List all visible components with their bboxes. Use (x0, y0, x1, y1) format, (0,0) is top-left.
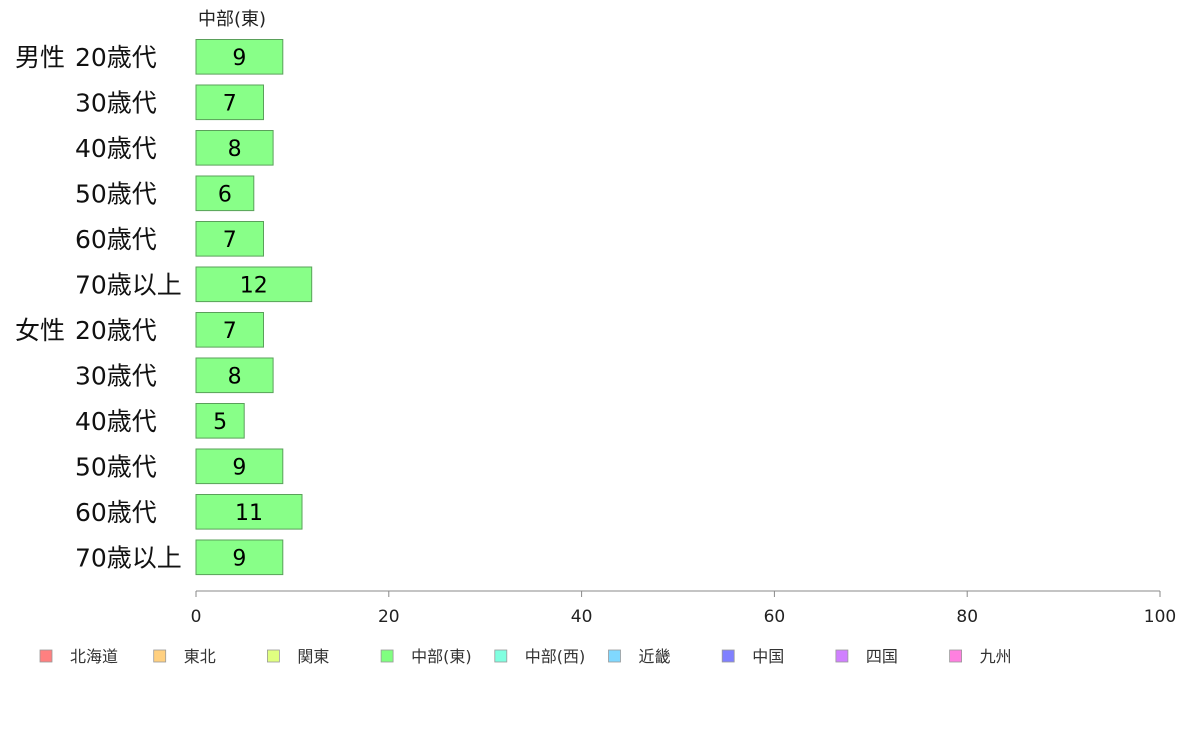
legend-swatch (266, 649, 280, 663)
bar (195, 39, 284, 75)
bar (195, 175, 255, 212)
legend-swatch (153, 649, 167, 663)
category-label: 60歳代 (75, 225, 157, 254)
bar-value-label: 7 (223, 319, 237, 344)
group-label: 男性 (15, 43, 65, 72)
x-tick-label: 80 (956, 607, 978, 627)
bar (195, 539, 284, 576)
bar-value-label: 5 (213, 410, 227, 435)
bar (195, 448, 284, 485)
bar-value-label: 6 (218, 182, 232, 207)
bar-value-label: 11 (235, 501, 263, 526)
legend-label: 中部(東) (411, 647, 472, 666)
legend-label: 近畿 (639, 647, 671, 666)
x-tick-label: 0 (191, 607, 202, 627)
legend-swatch (721, 649, 735, 663)
legend-label: 関東 (297, 647, 329, 666)
legend-label: 東北 (184, 647, 216, 666)
group-label: 女性 (15, 316, 65, 345)
bar (195, 130, 274, 166)
x-tick-label: 60 (764, 607, 786, 627)
category-label: 50歳代 (75, 179, 157, 208)
legend-swatch (39, 649, 53, 663)
legend-swatch (380, 649, 394, 663)
legend-swatch (835, 649, 849, 663)
x-tick-label: 40 (571, 607, 593, 627)
bar (195, 84, 264, 121)
category-label: 20歳代 (75, 43, 157, 72)
legend-label: 中部(西) (525, 647, 586, 666)
bar-value-label: 9 (232, 546, 246, 571)
legend-swatch (949, 649, 962, 663)
series-title: 中部(東) (198, 9, 266, 30)
category-label: 50歳代 (75, 452, 157, 481)
legend-label: 北海道 (70, 647, 118, 666)
bar-value-label: 7 (223, 91, 237, 116)
bar (195, 312, 264, 348)
bar-value-label: 8 (228, 364, 242, 389)
bar (195, 357, 274, 394)
category-label: 40歳代 (75, 407, 157, 436)
bar-value-label: 12 (240, 273, 268, 298)
category-label: 40歳代 (75, 134, 157, 163)
bar-value-label: 8 (228, 137, 242, 162)
bar (195, 403, 245, 439)
bar (195, 494, 303, 530)
legend-label: 中国 (752, 647, 784, 666)
category-label: 30歳代 (75, 361, 157, 390)
legend-swatch (494, 649, 508, 663)
category-label: 60歳代 (75, 498, 157, 527)
category-label: 70歳以上 (75, 543, 182, 572)
category-label: 70歳以上 (75, 270, 182, 299)
legend-swatch (608, 649, 621, 663)
bar-value-label: 9 (232, 46, 246, 71)
bar-value-label: 9 (232, 455, 246, 480)
category-label: 20歳代 (75, 316, 157, 345)
category-label: 30歳代 (75, 88, 157, 117)
bar-value-label: 7 (223, 228, 237, 253)
legend-label: 九州 (980, 647, 1012, 666)
x-tick-label: 20 (378, 607, 400, 627)
legend-label: 四国 (866, 647, 898, 666)
bar (195, 221, 264, 257)
x-tick-label: 100 (1144, 607, 1176, 627)
bar (195, 266, 313, 303)
